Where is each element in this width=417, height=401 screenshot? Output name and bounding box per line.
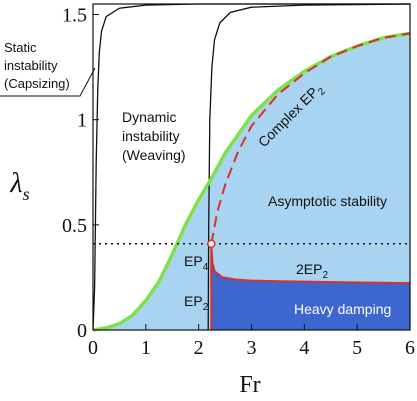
- dynamic-label-line-1: Dynamic: [122, 109, 176, 125]
- ep2-main: EP: [184, 293, 203, 309]
- two-ep2-sub: 2: [322, 270, 328, 281]
- x-tick-label: 2: [194, 337, 204, 359]
- two-ep2-curve: [210, 243, 411, 285]
- x-tick-label: 3: [247, 337, 257, 359]
- ep4-main: EP: [184, 253, 203, 269]
- static-label-line-3: (Capsizing): [4, 76, 70, 91]
- x-tick-label: 6: [405, 337, 415, 359]
- static-label-box: [0, 67, 96, 97]
- y-axis-title-sub: s: [23, 184, 30, 204]
- ep4-sub: 4: [203, 262, 209, 273]
- tick-layer: 0 1 2 3 4 5 6 0 0.5 1 1.5: [62, 5, 415, 359]
- ep2-sub: 2: [203, 302, 209, 313]
- x-tick-label: 0: [88, 337, 98, 359]
- asymptotic-stability-label: Asymptotic stability: [268, 193, 387, 209]
- heavy-damping-label: Heavy damping: [294, 301, 391, 317]
- weaving-boundary: [207, 3, 411, 331]
- ep2-label: EP2: [184, 293, 209, 313]
- y-axis-title-main: λ: [9, 168, 22, 199]
- y-tick-label: 0: [77, 320, 87, 342]
- static-label-line-2: instability: [4, 58, 58, 73]
- static-label-line-1: Static: [4, 40, 37, 55]
- static-instability-label: Static instability (Capsizing): [4, 40, 70, 91]
- heavy-damping-region: [211, 243, 410, 330]
- x-tick-label: 1: [141, 337, 151, 359]
- two-ep2-label: 2EP2: [296, 261, 328, 281]
- complex-ep2-curve: [210, 32, 411, 244]
- x-axis-title: Fr: [239, 372, 260, 398]
- two-ep2-main: 2EP: [296, 261, 322, 277]
- ep4-label: EP4: [184, 253, 209, 273]
- y-tick-label: 1: [77, 110, 87, 132]
- y-axis-title: λs: [9, 168, 29, 204]
- dynamic-label-line-2: instability: [122, 128, 180, 144]
- y-tick-label: 0.5: [62, 215, 87, 237]
- stability-boundary-green: [92, 31, 411, 332]
- dynamic-instability-label: Dynamic instability (Weaving): [122, 109, 186, 163]
- ep4-marker: [207, 239, 216, 249]
- x-tick-label: 5: [352, 337, 362, 359]
- x-tick-label: 4: [299, 337, 309, 359]
- plot-layer: [92, 3, 411, 332]
- y-tick-label: 1.5: [62, 5, 87, 27]
- dynamic-label-line-3: (Weaving): [122, 147, 186, 163]
